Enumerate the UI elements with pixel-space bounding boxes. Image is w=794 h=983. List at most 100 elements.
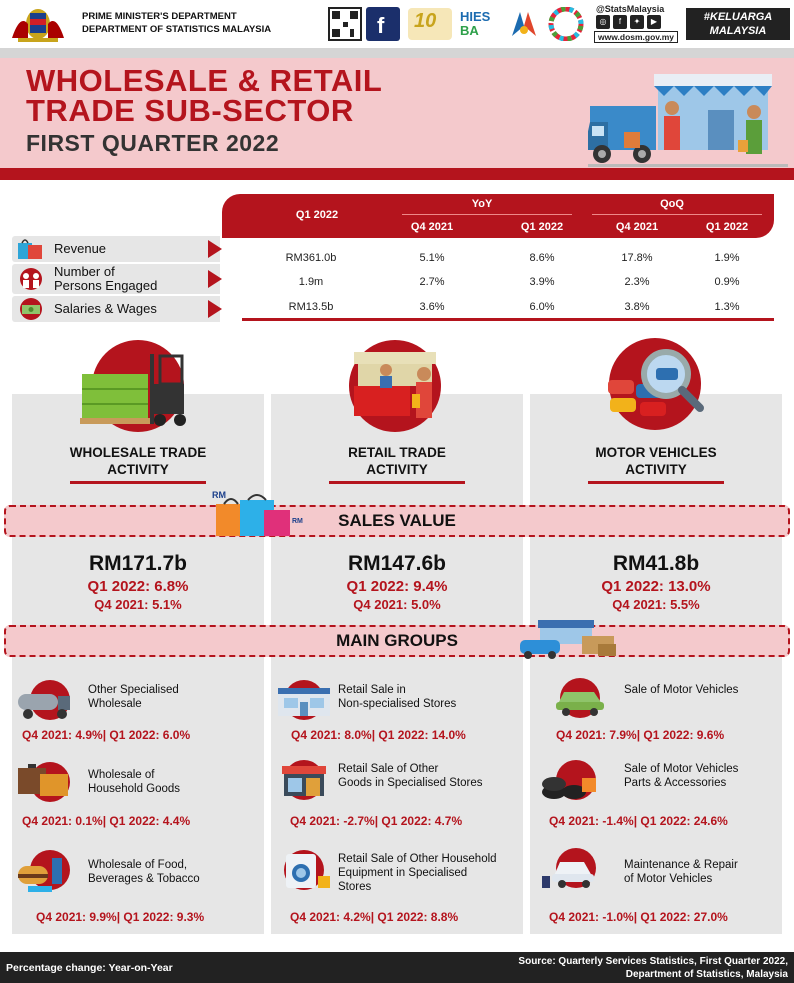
group-other-specialised-wholesale: Other Specialised Wholesale [88,684,179,710]
wholesale-activity-title: WHOLESALE TRADE ACTIVITY [69,445,207,477]
tanker-icon [18,680,70,720]
hies-logo: HIES BA [456,8,500,40]
group-food-beverages-tobacco: Wholesale of Food, Beverages & Tobacco [88,859,200,885]
retail-q4-growth: Q4 2021: 5.0% [353,597,441,612]
retail-shop-icon [349,340,441,432]
row-label-salaries: Salaries & Wages [12,296,220,322]
revenue-qoq-q1: 1.9% [714,252,740,264]
dept-line1: PRIME MINISTER'S DEPARTMENT [82,11,237,22]
title-underline [329,481,465,484]
keluarga-malaysia-logo: #KELUARGA MALAYSIA [686,8,790,40]
persons-yoy-q1: 3.9% [529,276,555,288]
revenue-yoy-q1: 8.6% [529,252,555,264]
salaries-yoy-q4: 3.6% [419,301,445,313]
retail-column [271,394,523,934]
group-household-goods-wholesale: Wholesale of Household Goods [88,769,181,795]
salaries-yoy-q1: 6.0% [529,301,555,313]
persons-qoq-q4: 2.3% [624,276,650,288]
header-qoq: QoQ [660,198,684,210]
salaries-qoq-q4: 3.8% [624,301,650,313]
youtube-icon[interactable]: ▶ [647,15,661,29]
rm-tag-small: RM [292,518,303,525]
group-growth-values: Q4 2021: 0.1%| Q1 2022: 4.4% [22,814,191,828]
social-handle: @StatsMalaysia [596,4,665,14]
page-title: WHOLESALE & RETAIL TRADE SUB-SECTOR [26,63,383,128]
group-motor-parts-accessories: Sale of Motor Vehicles Parts & Accessori… [624,763,739,789]
motor-q1-growth: Q1 2022: 13.0% [601,578,711,595]
motor-q4-growth: Q4 2021: 5.5% [612,597,700,612]
summary-table-header: Q1 2022 YoY QoQ Q4 2021 Q1 2022 Q4 2021 … [222,194,774,238]
group-growth-values: Q4 2021: -2.7%| Q1 2022: 4.7% [290,814,463,828]
social-icons: ◎ f ✦ ▶ [596,15,661,29]
motor-column [530,394,782,934]
wholesale-q4-growth: Q4 2021: 5.1% [94,597,182,612]
motor-vehicles-magnifier-icon [608,338,704,430]
rm-tag: RM [212,490,226,500]
page-subtitle: FIRST QUARTER 2022 [26,130,280,156]
instagram-icon[interactable]: ◎ [596,15,610,29]
food-beverage-icon [18,850,70,892]
revenue-qoq-q4: 17.8% [621,252,653,264]
revenue-value: RM361.0b [285,252,337,264]
group-growth-values: Q4 2021: 7.9%| Q1 2022: 9.6% [556,728,725,742]
footer-source: Source: Quarterly Services Statistics, F… [518,956,788,980]
shopping-bags-icon [216,494,290,536]
suitcase-icon [18,762,70,802]
washing-machine-icon [284,850,330,890]
malaysia-crest-logo [12,9,64,42]
car-market-icon [520,620,616,659]
salaries-value: RM13.5b [288,301,334,313]
sales-value-band [4,505,790,537]
wholesale-column [12,394,264,934]
main-groups-label: MAIN GROUPS [336,631,458,650]
revenue-bag-icon [18,239,42,259]
retail-activity-title: RETAIL TRADE ACTIVITY [348,445,446,477]
group-household-equipment-specialised: Retail Sale of Other Household Equipment… [338,853,497,893]
group-growth-values: Q4 2021: -1.4%| Q1 2022: 24.6% [549,814,728,828]
anniversary-logo: 10 [408,8,452,40]
group-maintenance-repair: Maintenance & Repair of Motor Vehicles [624,859,738,885]
table-bottom-rule [242,318,774,321]
forklift-pallet-icon [80,340,186,432]
retail-q1-growth: Q1 2022: 9.4% [346,578,448,595]
department-name: PRIME MINISTER'S DEPARTMENT DEPARTMENT O… [82,10,271,36]
group-growth-values: Q4 2021: 8.0%| Q1 2022: 14.0% [291,728,466,742]
salary-money-icon [20,298,42,320]
title-underline [588,481,724,484]
footer-bar [0,952,794,983]
dept-line2: DEPARTMENT OF STATISTICS MALAYSIA [82,24,272,35]
banner-bottom-strip [0,168,794,180]
persons-icon [20,268,42,290]
banner-top-strip [0,48,794,58]
qr-code-icon[interactable] [328,7,362,41]
persons-qoq-q1: 0.9% [714,276,740,288]
census-logo [512,12,536,36]
row-label-revenue: Revenue [12,236,220,262]
tyres-parts-icon [542,760,596,800]
car-icon [556,678,604,718]
wholesale-sales-value: RM171.7b [88,552,188,575]
facebook-qr-icon[interactable]: f [366,7,400,41]
header-qoq-q1: Q1 2022 [705,221,749,233]
wholesale-q1-growth: Q1 2022: 6.8% [87,578,189,595]
sdg-wheel-logo [548,7,584,41]
twitter-icon[interactable]: ✦ [630,15,644,29]
group-growth-values: Q4 2021: -1.0%| Q1 2022: 27.0% [549,910,728,924]
website-link[interactable]: www.dosm.gov.my [594,31,679,43]
persons-yoy-q4: 2.7% [419,276,445,288]
header-yoy-q4: Q4 2021 [410,221,454,233]
specialised-shop-icon [282,760,326,800]
motor-activity-title: MOTOR VEHICLES ACTIVITY [595,445,717,477]
facebook-icon[interactable]: f [613,15,627,29]
salaries-qoq-q1: 1.3% [714,301,740,313]
row-label-persons-engaged: Number of Persons Engaged [12,264,220,294]
main-groups-band [4,625,790,657]
row-arrow-icon [208,240,222,258]
header-qoq-q4: Q4 2021 [615,221,659,233]
sales-value-label: SALES VALUE [338,511,456,530]
delivery-truck-store-icon [588,74,788,167]
group-growth-values: Q4 2021: 4.9%| Q1 2022: 6.0% [22,728,191,742]
motor-sales-value: RM41.8b [612,552,700,575]
header-period: Q1 2022 [295,209,339,221]
group-non-specialised-stores: Retail Sale in Non-specialised Stores [338,684,457,710]
